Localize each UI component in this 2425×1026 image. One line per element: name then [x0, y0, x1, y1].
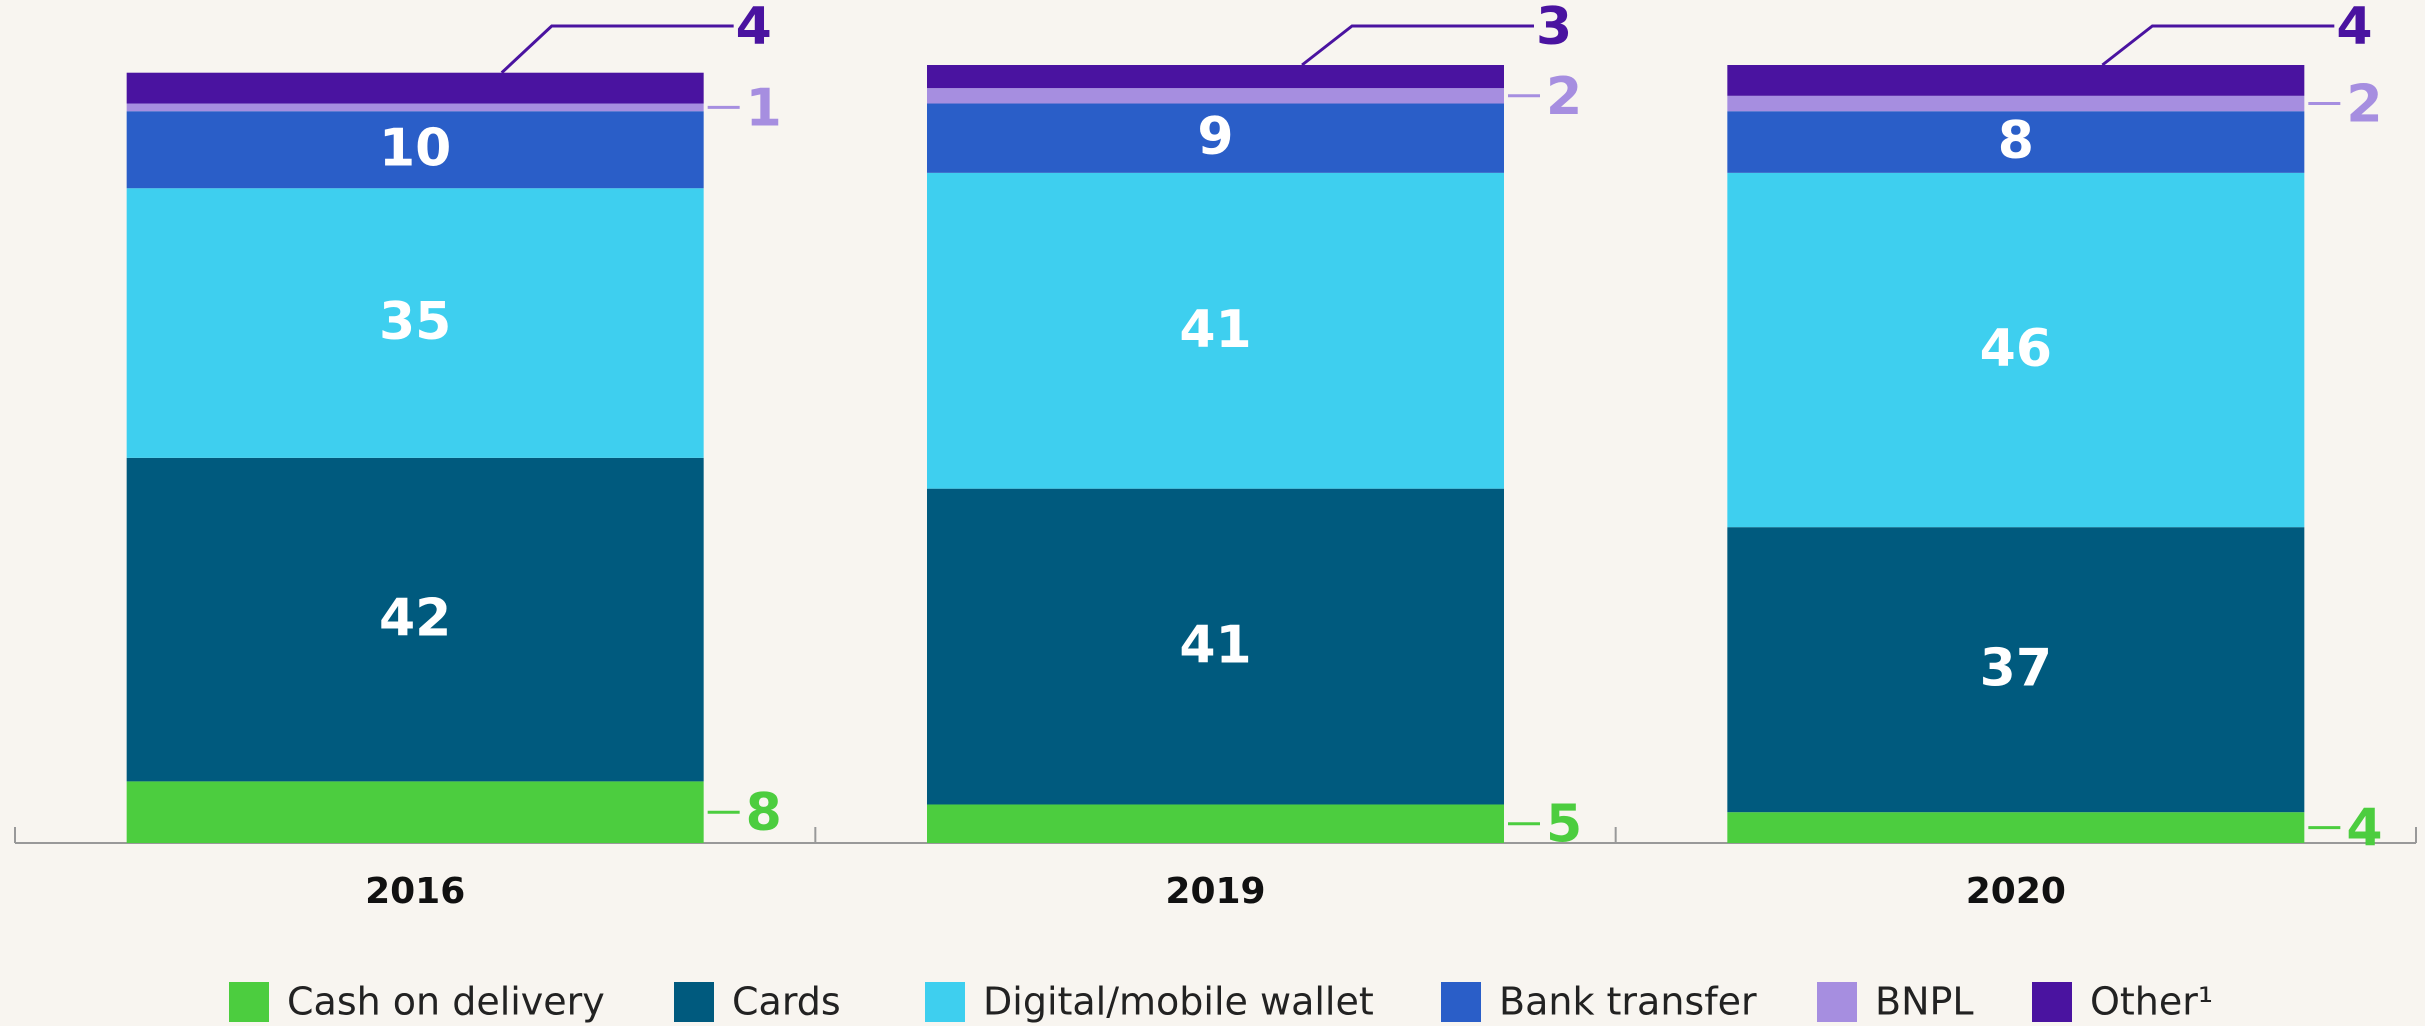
legend-label: BNPL	[1875, 980, 1974, 1024]
value-label: 46	[1980, 319, 2052, 379]
bar-segment	[927, 103, 1504, 173]
legend-label: Digital/mobile wallet	[983, 980, 1374, 1024]
x-tick-label: 2019	[1165, 871, 1265, 912]
bar-segment	[126, 72, 704, 104]
legend-label: Other¹	[2090, 980, 2213, 1024]
value-label: 4	[2346, 799, 2382, 859]
value-label: 10	[379, 119, 451, 179]
legend-swatch	[1817, 982, 1857, 1022]
value-label: 41	[1179, 300, 1251, 360]
bar-segment	[1727, 111, 2305, 173]
value-label: 2	[1546, 67, 1582, 127]
legend-swatch	[229, 982, 269, 1022]
bar-segment	[1727, 172, 2305, 528]
legend-swatch	[1441, 982, 1481, 1022]
value-label: 41	[1179, 616, 1251, 676]
bar-segment	[927, 88, 1504, 104]
value-label: 8	[746, 783, 782, 843]
value-label: 37	[1980, 639, 2052, 699]
bar-segment	[927, 804, 1504, 843]
bar-segment	[1727, 527, 2305, 813]
legend-label: Cards	[732, 980, 841, 1024]
x-tick-label: 2016	[365, 871, 465, 912]
value-label: 5	[1546, 795, 1582, 855]
legend-swatch	[2032, 982, 2072, 1022]
bar-segment	[1727, 812, 2305, 843]
bar-segment	[1727, 95, 2305, 112]
bar-segment	[126, 781, 704, 843]
value-label: 8	[1998, 111, 2034, 171]
bar-segment	[927, 488, 1504, 805]
value-label: 42	[379, 589, 451, 649]
bar-segment	[126, 111, 704, 189]
value-label: 4	[736, 0, 772, 57]
leader-line	[500, 24, 734, 74]
leader-line	[2101, 24, 2335, 67]
legend-swatch	[674, 982, 714, 1022]
legend-label: Cash on delivery	[287, 980, 605, 1024]
legend-swatch	[925, 982, 965, 1022]
value-label: 3	[1536, 0, 1572, 57]
bar-segment	[927, 172, 1504, 489]
value-label: 4	[2336, 0, 2372, 57]
bar-segment	[1727, 65, 2305, 96]
bar-segment	[126, 103, 704, 112]
leader-line	[1301, 24, 1534, 67]
bar-segment	[927, 65, 1504, 89]
legend-label: Bank transfer	[1499, 980, 1757, 1024]
value-label: 35	[379, 292, 451, 352]
x-tick-label: 2020	[1966, 871, 2066, 912]
bar-segment	[126, 457, 704, 782]
value-label: 2	[2346, 75, 2382, 135]
value-label: 1	[746, 78, 782, 138]
bar-segment	[126, 188, 704, 458]
value-label: 9	[1197, 107, 1233, 167]
